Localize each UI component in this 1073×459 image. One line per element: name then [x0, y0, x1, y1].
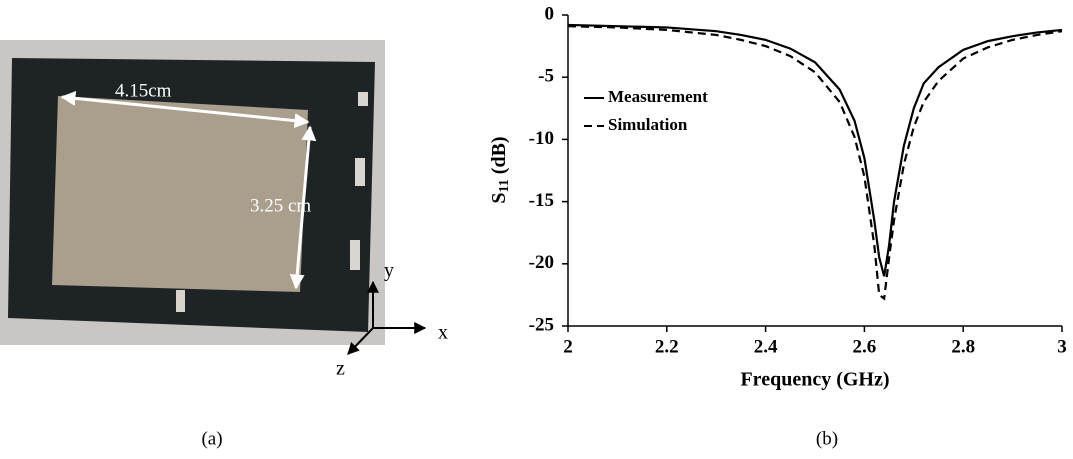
- series-line: [567, 23, 1063, 277]
- y-tick-label: -10: [529, 128, 554, 149]
- photo: 4.15cm 3.25 cm y x z (a): [0, 40, 448, 449]
- legend-label: Measurement: [608, 87, 708, 106]
- x-tick-label: 2.6: [853, 336, 877, 357]
- x-tick-label: 3: [1057, 336, 1067, 357]
- y-title-sub: 11: [497, 179, 512, 192]
- y-tick-label: -15: [529, 190, 554, 211]
- y-tick-label: -20: [529, 252, 554, 273]
- y-tick-label: -25: [529, 314, 554, 335]
- y-tick-label: -5: [538, 66, 554, 87]
- y-axis-title: S11 (dB): [488, 136, 513, 203]
- legend-label: Simulation: [608, 115, 688, 134]
- caption: (a): [201, 428, 222, 449]
- width-arrow: [60, 90, 310, 129]
- feed: [176, 290, 185, 312]
- y-tick-label: 0: [545, 3, 555, 24]
- x-tick-label: 2.2: [655, 336, 679, 357]
- y-title-part: S: [488, 192, 510, 203]
- axis-label: y: [384, 260, 394, 282]
- width-label: 4.15cm: [115, 80, 172, 101]
- x-axis-title: Frequency (GHz): [740, 369, 889, 391]
- axis-label: x: [438, 322, 448, 344]
- y-title-part: (dB): [488, 136, 510, 179]
- tab: [350, 240, 360, 270]
- axis-label: z: [336, 358, 345, 380]
- patch: [52, 96, 308, 292]
- x-tick-label: 2.8: [951, 336, 975, 357]
- tab: [355, 158, 365, 186]
- caption: (b): [816, 428, 838, 449]
- z-axis-arrow: [347, 327, 374, 355]
- height-label: 3.25 cm: [250, 195, 311, 216]
- height-arrow: [289, 125, 317, 290]
- series-line: [567, 25, 1063, 301]
- x-tick-label: 2: [563, 336, 573, 357]
- x-tick-label: 2.4: [754, 336, 778, 357]
- tab: [358, 92, 368, 106]
